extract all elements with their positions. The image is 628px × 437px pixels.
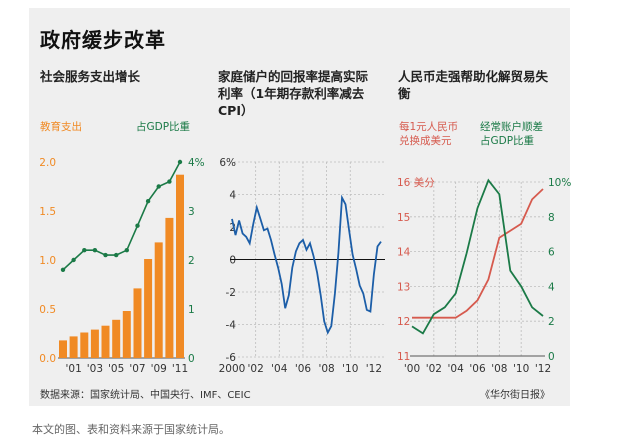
y-right-tick-label: 0 bbox=[548, 351, 555, 363]
x-tick-label: 2000 bbox=[219, 363, 246, 375]
x-tick-label: '06 bbox=[469, 363, 486, 375]
y-left-tick-label: 13 bbox=[397, 281, 410, 293]
education-spending-bar bbox=[112, 319, 121, 358]
education-spending-bar bbox=[165, 217, 174, 358]
x-tick-label: '11 bbox=[172, 363, 188, 375]
publisher-credit: 《华尔街日报》 bbox=[480, 390, 550, 401]
education-spending-bar bbox=[59, 340, 67, 358]
x-tick-label: '10 bbox=[342, 363, 358, 375]
x-tick-label: '00 bbox=[404, 363, 420, 375]
figure-title: 政府缓步改革 bbox=[40, 28, 166, 52]
y-left-tick-label: 2.0 bbox=[39, 157, 56, 169]
panel-2-title: 家庭储户的回报率提高实际利率（1年期存款利率减去CPI） bbox=[218, 69, 369, 118]
x-tick-label: '12 bbox=[535, 363, 551, 375]
education-share-point bbox=[103, 252, 108, 258]
x-tick-label: '10 bbox=[513, 363, 529, 375]
y-tick-label: 0 bbox=[229, 255, 236, 267]
y-tick-label: 4 bbox=[229, 190, 236, 202]
education-share-point bbox=[114, 252, 119, 258]
y-left-tick-label: 16 美分 bbox=[397, 176, 435, 189]
image-caption: 本文的图、表和资料来源于国家统计局。 bbox=[32, 423, 230, 436]
y-right-tick-label: 1 bbox=[188, 304, 195, 316]
y-left-tick-label: 12 bbox=[397, 316, 410, 328]
education-spending-bar bbox=[176, 174, 184, 358]
education-share-point bbox=[177, 159, 183, 165]
y-tick-label: -4 bbox=[226, 320, 237, 332]
x-tick-label: '12 bbox=[366, 363, 382, 375]
panel-1-title: 社会服务支出增长 bbox=[40, 69, 141, 84]
education-spending-bar bbox=[144, 259, 153, 358]
education-spending-bar bbox=[133, 288, 142, 358]
y-right-tick-label: 10% bbox=[548, 177, 571, 189]
education-share-point bbox=[82, 248, 87, 253]
legend-education-spending: 教育支出 bbox=[40, 120, 82, 133]
y-left-tick-label: 15 bbox=[397, 212, 410, 224]
education-share-point bbox=[92, 248, 98, 253]
y-left-tick-label: 1.0 bbox=[39, 255, 56, 267]
legend-yuan-line2: 兑换成美元 bbox=[399, 134, 452, 147]
education-spending-bar bbox=[90, 329, 99, 358]
x-tick-label: '01 bbox=[66, 363, 82, 375]
y-right-tick-label: 4% bbox=[188, 157, 205, 169]
education-share-point bbox=[135, 223, 140, 228]
y-left-tick-label: 1.5 bbox=[39, 206, 56, 218]
education-share-point bbox=[124, 248, 129, 253]
x-tick-label: '04 bbox=[448, 363, 465, 375]
x-tick-label: '07 bbox=[129, 363, 145, 375]
education-share-point bbox=[71, 257, 76, 263]
legend-surplus-line1: 经常账户顺差 bbox=[480, 120, 543, 133]
education-spending-bar bbox=[80, 332, 89, 358]
x-tick-label: '04 bbox=[271, 363, 288, 375]
x-tick-label: '08 bbox=[491, 363, 507, 375]
x-tick-label: '08 bbox=[318, 363, 334, 375]
education-share-point bbox=[60, 267, 66, 272]
education-spending-bar bbox=[154, 242, 163, 358]
x-tick-label: '03 bbox=[87, 363, 103, 375]
y-left-tick-label: 14 bbox=[397, 247, 411, 259]
legend-education-share-gdp: 占GDP比重 bbox=[136, 120, 190, 133]
legend-surplus-line2: 占GDP比重 bbox=[480, 134, 534, 147]
panel-3-title: 人民币走强帮助化解贸易失衡 bbox=[398, 69, 549, 101]
real-interest-rate-line bbox=[231, 194, 382, 335]
yuan-usd-line bbox=[412, 188, 544, 319]
y-tick-label: -6 bbox=[226, 352, 237, 364]
y-left-tick-label: 0.5 bbox=[39, 304, 56, 316]
y-tick-label: 2 bbox=[229, 222, 236, 234]
y-left-tick-label: 11 bbox=[397, 351, 410, 363]
y-right-tick-label: 2 bbox=[188, 255, 195, 267]
y-right-tick-label: 0 bbox=[188, 353, 195, 365]
education-spending-bar bbox=[122, 311, 131, 358]
y-right-tick-label: 8 bbox=[548, 212, 555, 224]
education-spending-bar bbox=[101, 325, 110, 358]
education-share-point bbox=[156, 184, 161, 189]
y-right-tick-label: 6 bbox=[548, 247, 555, 259]
y-left-tick-label: 0.0 bbox=[39, 353, 56, 365]
current-account-surplus-line bbox=[411, 178, 544, 335]
x-tick-label: '09 bbox=[151, 363, 167, 375]
x-tick-label: '02 bbox=[426, 363, 442, 375]
education-share-point bbox=[145, 199, 151, 204]
y-right-tick-label: 2 bbox=[548, 316, 555, 328]
y-right-tick-label: 3 bbox=[188, 206, 195, 218]
x-tick-label: '06 bbox=[295, 363, 312, 375]
y-right-tick-label: 4 bbox=[548, 281, 555, 293]
legend-yuan-line1: 每1元人民币 bbox=[399, 120, 458, 133]
y-tick-label: -2 bbox=[226, 287, 236, 299]
education-share-point bbox=[167, 179, 172, 184]
x-tick-label: '05 bbox=[108, 363, 124, 375]
education-spending-bar bbox=[69, 336, 78, 358]
y-tick-label: 6% bbox=[219, 157, 236, 169]
x-tick-label: '02 bbox=[248, 363, 264, 375]
source-note: 数据来源：国家统计局、中国央行、IMF、CEIC bbox=[40, 390, 251, 401]
